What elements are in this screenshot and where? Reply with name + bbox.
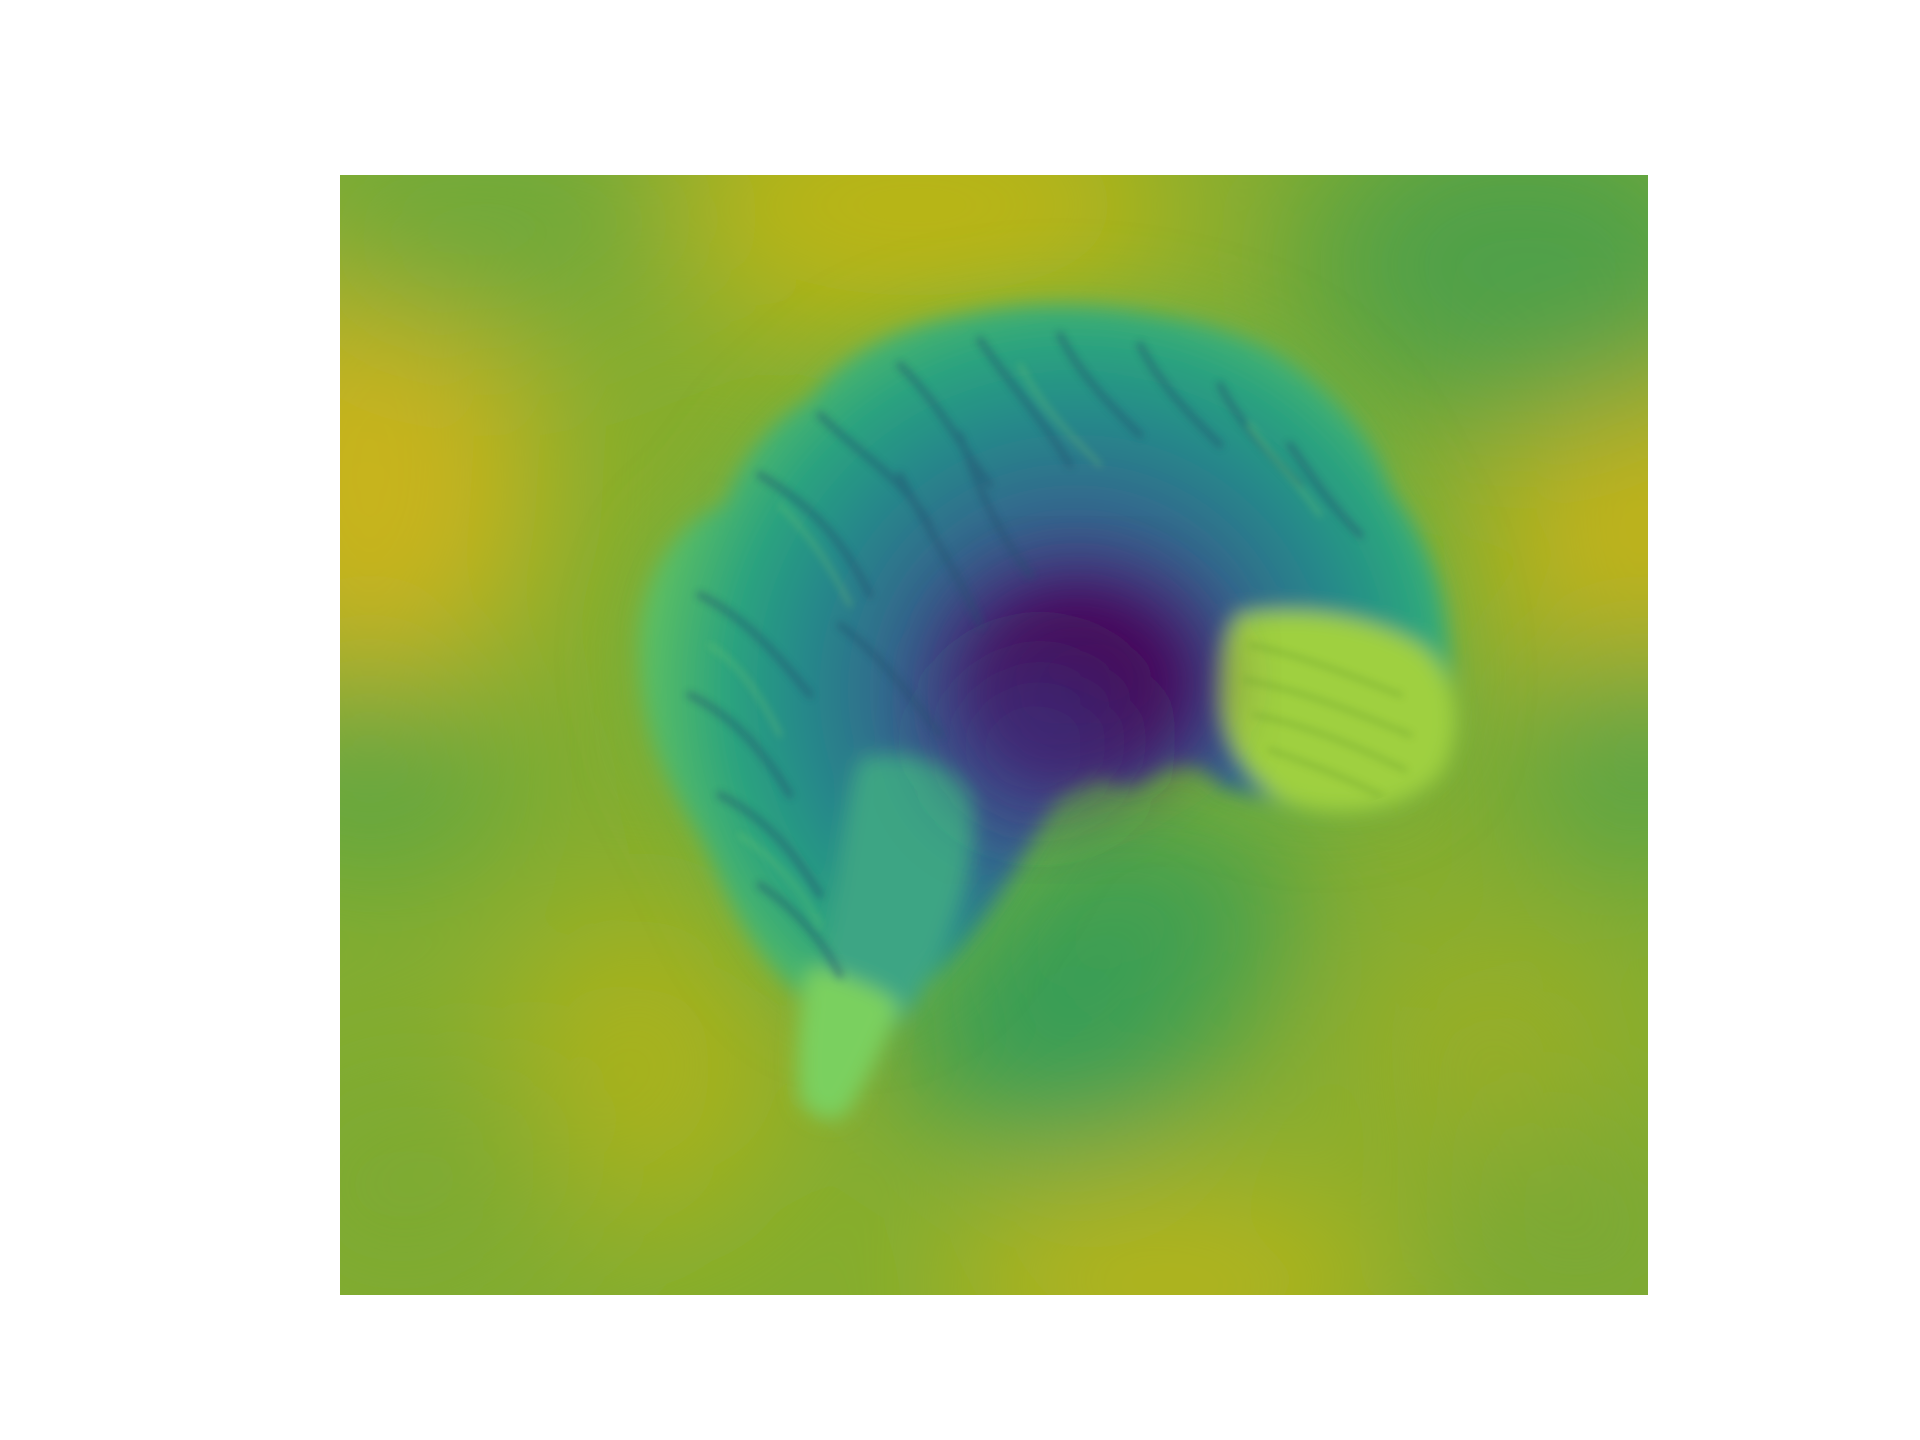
- brain-heatmap-image: [340, 175, 1648, 1295]
- heatmap-canvas: [340, 175, 1648, 1295]
